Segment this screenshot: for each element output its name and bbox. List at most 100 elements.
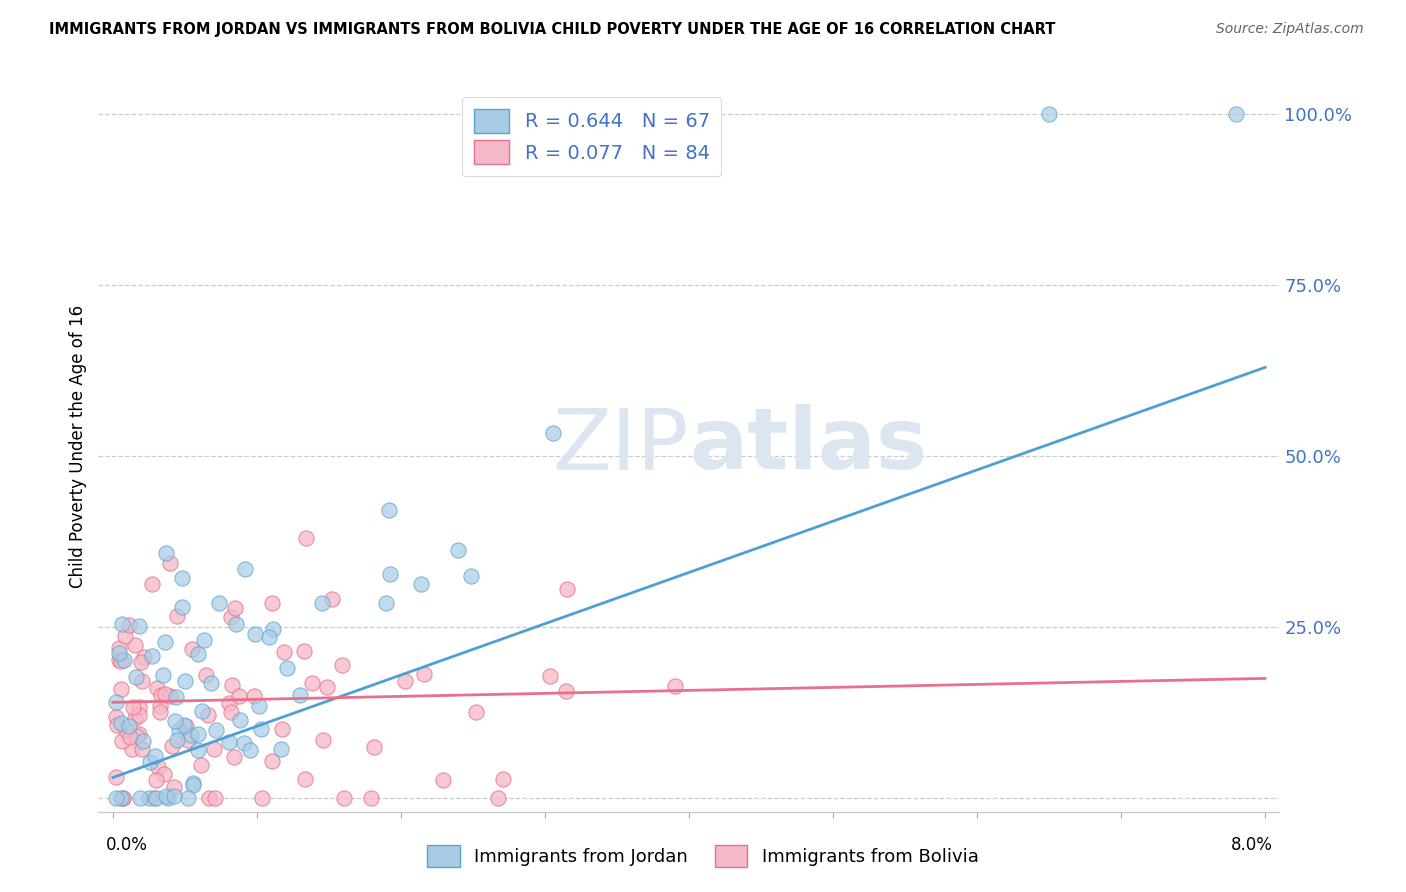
Point	[221, 678, 243, 692]
Point	[290, 688, 312, 702]
Point	[172, 571, 194, 585]
Point	[363, 740, 385, 755]
Point	[128, 726, 150, 740]
Point	[166, 609, 188, 624]
Point	[555, 582, 578, 596]
Point	[193, 633, 215, 648]
Text: ZIP: ZIP	[553, 404, 689, 488]
Point	[202, 741, 225, 756]
Point	[378, 503, 401, 517]
Point	[174, 673, 197, 688]
Point	[222, 750, 245, 764]
Point	[145, 772, 167, 787]
Point	[432, 772, 454, 787]
Point	[228, 690, 250, 704]
Point	[205, 723, 228, 737]
Point	[200, 675, 222, 690]
Point	[110, 716, 132, 731]
Point	[413, 666, 436, 681]
Point	[316, 681, 339, 695]
Point	[486, 790, 509, 805]
Point	[110, 654, 132, 668]
Point	[187, 727, 209, 741]
Point	[110, 791, 132, 805]
Point	[118, 719, 141, 733]
Point	[128, 619, 150, 633]
Point	[128, 708, 150, 723]
Point	[262, 596, 284, 610]
Point	[1225, 107, 1247, 121]
Point	[197, 708, 219, 723]
Point	[108, 653, 131, 667]
Point	[333, 791, 356, 805]
Point	[149, 705, 172, 719]
Point	[121, 741, 143, 756]
Point	[146, 760, 169, 774]
Point	[157, 791, 180, 805]
Point	[108, 640, 131, 655]
Point	[447, 543, 470, 558]
Point	[125, 670, 148, 684]
Point	[233, 562, 256, 576]
Point	[169, 723, 191, 737]
Point	[118, 617, 141, 632]
Point	[250, 723, 273, 737]
Point	[260, 754, 283, 768]
Point	[181, 775, 204, 789]
Point	[163, 714, 186, 729]
Text: atlas: atlas	[689, 404, 927, 488]
Point	[153, 767, 176, 781]
Legend: R = 0.644   N = 67, R = 0.077   N = 84: R = 0.644 N = 67, R = 0.077 N = 84	[463, 97, 721, 176]
Point	[142, 791, 165, 805]
Text: 8.0%: 8.0%	[1230, 836, 1272, 854]
Point	[132, 734, 155, 748]
Point	[104, 709, 127, 723]
Point	[108, 646, 131, 660]
Point	[295, 531, 318, 545]
Point	[110, 682, 132, 697]
Point	[111, 616, 134, 631]
Text: 0.0%: 0.0%	[105, 836, 148, 854]
Point	[111, 790, 134, 805]
Text: Source: ZipAtlas.com: Source: ZipAtlas.com	[1216, 22, 1364, 37]
Point	[273, 645, 295, 659]
Point	[150, 688, 173, 702]
Point	[554, 684, 576, 698]
Legend: Immigrants from Jordan, Immigrants from Bolivia: Immigrants from Jordan, Immigrants from …	[420, 838, 986, 874]
Point	[187, 647, 209, 661]
Point	[270, 741, 292, 756]
Point	[115, 723, 138, 737]
Point	[163, 789, 186, 804]
Point	[141, 577, 163, 591]
Point	[207, 596, 229, 610]
Point	[141, 648, 163, 663]
Point	[124, 638, 146, 652]
Point	[149, 699, 172, 714]
Point	[191, 704, 214, 718]
Point	[276, 661, 298, 675]
Point	[294, 772, 316, 786]
Point	[177, 732, 200, 747]
Point	[330, 657, 353, 672]
Point	[229, 713, 252, 727]
Y-axis label: Child Poverty Under the Age of 16: Child Poverty Under the Age of 16	[69, 304, 87, 588]
Point	[232, 736, 254, 750]
Point	[129, 655, 152, 669]
Point	[321, 592, 343, 607]
Point	[139, 755, 162, 769]
Point	[252, 791, 274, 805]
Point	[1038, 107, 1060, 121]
Point	[198, 791, 221, 805]
Point	[411, 576, 433, 591]
Point	[541, 425, 564, 440]
Point	[218, 696, 240, 710]
Point	[145, 791, 167, 805]
Point	[492, 772, 515, 787]
Point	[271, 722, 294, 736]
Point	[121, 699, 143, 714]
Point	[664, 679, 686, 693]
Point	[219, 705, 242, 719]
Point	[311, 596, 333, 610]
Point	[155, 634, 177, 648]
Point	[245, 627, 267, 641]
